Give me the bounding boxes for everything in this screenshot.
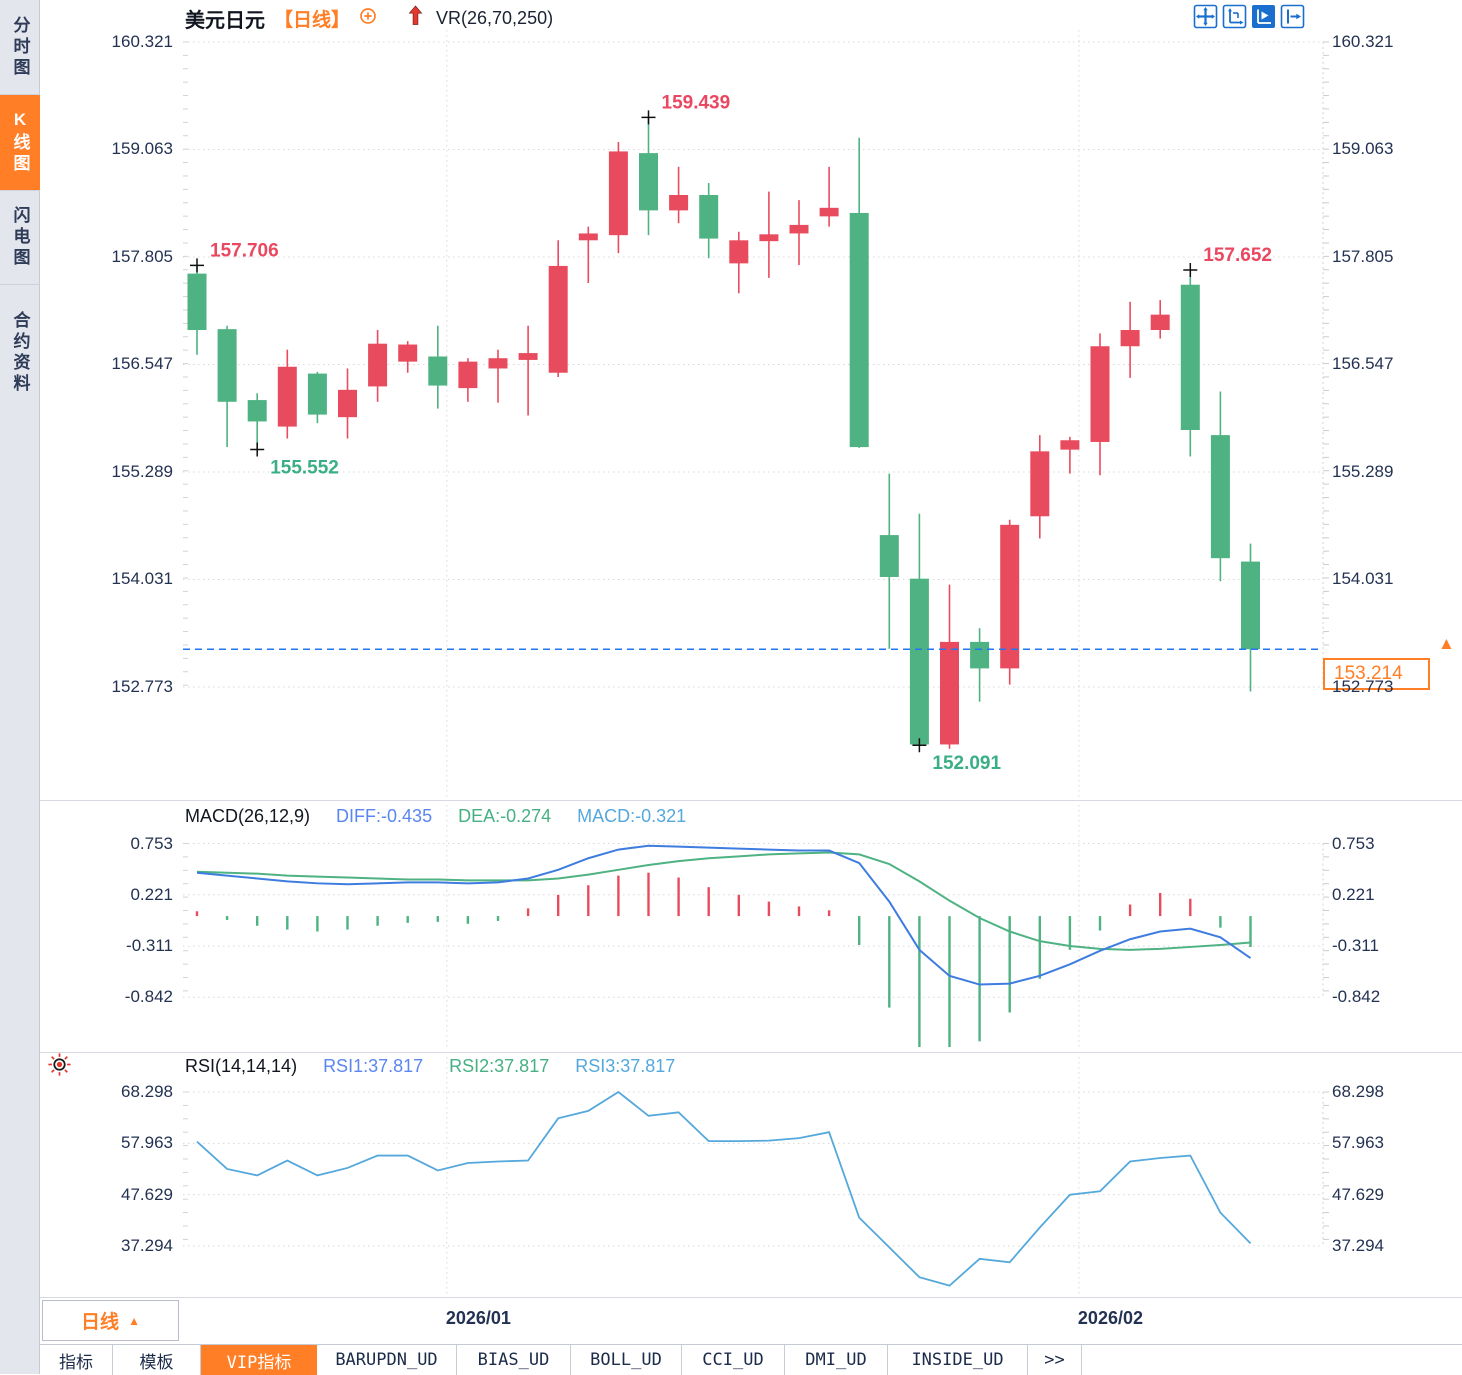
period-selector-label: 日线 [81,1312,120,1333]
tab-barupdn_ud[interactable]: BARUPDN_UD [317,1345,457,1375]
price-axis-label: 159.063 [1332,139,1394,159]
candlestick-chart[interactable]: 157.706 155.552 159.439 152.091 157.652 [183,30,1333,800]
tab-boll_ud[interactable]: BOLL_UD [571,1345,682,1375]
chart-toolbar [1193,4,1305,29]
period-selector[interactable]: 日线 ▲ [42,1300,179,1341]
price-axis-label: 156.547 [111,354,173,374]
price-axis-label: -0.842 [124,987,173,1007]
rsi-header: RSI(14,14,14) RSI1:37.817 RSI2:37.817 RS… [185,1056,675,1077]
x-axis-date: 2026/02 [1077,1308,1143,1328]
price-axis-label: 57.963 [1332,1133,1384,1153]
tab-模板[interactable]: 模板 [113,1345,201,1375]
crosshair-move-icon[interactable] [1193,4,1218,29]
left-sidebar: 分时图 K线图 闪电图 合约资料 [0,0,40,1374]
price-axis-label: 37.294 [1332,1235,1384,1255]
price-axis-label: 68.298 [1332,1082,1384,1101]
period-tag[interactable]: 【日线】 [274,9,351,31]
price-axis-label: 152.773 [111,676,173,696]
x-axis-date: 2026/01 [445,1308,511,1328]
rsi2-value: RSI2:37.817 [449,1056,550,1076]
price-annotation: 155.552 [270,457,339,478]
price-axis-label: 154.031 [1332,569,1394,589]
macd-header: MACD(26,12,9) DIFF:-0.435 DEA:-0.274 MAC… [185,806,686,827]
live-indicator-icon[interactable] [48,1053,71,1081]
sidebar-item-3[interactable]: 闪电图 [0,190,40,284]
tab-bias_ud[interactable]: BIAS_UD [457,1345,571,1375]
rsi3-value: RSI3:37.817 [575,1056,676,1076]
price-marker-icon: ▲ [1438,634,1455,653]
tab-cci_ud[interactable]: CCI_UD [682,1345,785,1375]
price-axis-label: -0.842 [1332,987,1381,1007]
tab-vip指标[interactable]: VIP指标 [201,1345,317,1375]
macd-title: MACD(26,12,9) [185,806,311,826]
chart-main: 美元日元 【日线】 VR(26,70,250) 157.706 155.552 15… [40,0,1462,1375]
price-annotation: 152.091 [932,753,1001,774]
axis-scale-icon[interactable] [1222,4,1247,29]
up-arrow-icon [386,5,423,31]
price-axis-label: 157.805 [111,246,173,266]
rsi-chart[interactable] [183,1057,1333,1295]
price-axis-label: 155.289 [1332,461,1394,481]
chart-play-icon[interactable] [1251,4,1276,29]
price-axis-label: 0.221 [130,884,173,904]
symbol-title: 美元日元 [185,9,265,32]
price-annotation: 157.706 [210,240,279,261]
panel-divider [40,800,1462,801]
rsi1-value: RSI1:37.817 [323,1056,424,1076]
price-axis-label: 155.289 [111,461,173,481]
rsi-title: RSI(14,14,14) [185,1056,298,1076]
price-axis-label: 47.629 [1332,1184,1384,1204]
price-annotation: 159.439 [662,92,731,113]
price-axis-label: 160.321 [111,31,173,51]
price-axis-label: 68.298 [121,1082,173,1101]
price-axis-label: 57.963 [121,1133,173,1153]
macd-macd-value: MACD:-0.321 [577,806,687,826]
triangle-up-icon: ▲ [128,1313,140,1328]
price-annotation: 157.652 [1203,245,1272,266]
panel-divider [40,1297,1462,1298]
price-axis-label: 47.629 [121,1184,173,1204]
price-axis-label: 152.773 [1332,676,1394,696]
price-axis-label: 156.547 [1332,354,1394,374]
sidebar-item-4[interactable]: 合约资料 [0,284,40,420]
macd-chart[interactable] [183,805,1333,1050]
current-price-tag: 153.214 [1323,658,1430,690]
chart-title-row: 美元日元 【日线】 VR(26,70,250) [185,5,554,32]
price-axis-label: -0.311 [126,936,173,956]
price-axis-label: 0.753 [1332,833,1375,853]
price-axis-label: 160.321 [1332,31,1394,51]
tab-指标[interactable]: 指标 [40,1345,113,1375]
panel-divider [40,1052,1462,1053]
price-axis-label: 0.221 [1332,884,1375,904]
price-axis-label: 37.294 [121,1235,173,1255]
tab-inside_ud[interactable]: INSIDE_UD [888,1345,1028,1375]
price-axis-label: 157.805 [1332,246,1394,266]
price-axis-label: 154.031 [111,569,173,589]
price-axis-label: 0.753 [130,833,173,853]
indicator-tabbar: 指标 模板 VIP指标 BARUPDN_UD BIAS_UD BOLL_UD CCI_UD D… [40,1344,1462,1375]
pane-arrow-icon[interactable] [1280,4,1305,29]
sidebar-item-2[interactable]: K线图 [0,94,40,190]
price-axis-label: 159.063 [111,139,173,159]
indicator-label: VR(26,70,250) [436,7,554,28]
macd-dea-value: DEA:-0.274 [458,806,552,826]
tab-dmi_ud[interactable]: DMI_UD [785,1345,888,1375]
add-indicator-icon[interactable] [359,7,377,30]
tab->>[interactable]: >> [1028,1345,1082,1375]
sidebar-item-1[interactable]: 分时图 [10,15,30,79]
macd-diff-value: DIFF:-0.435 [336,806,433,826]
price-axis-label: -0.311 [1332,936,1379,956]
